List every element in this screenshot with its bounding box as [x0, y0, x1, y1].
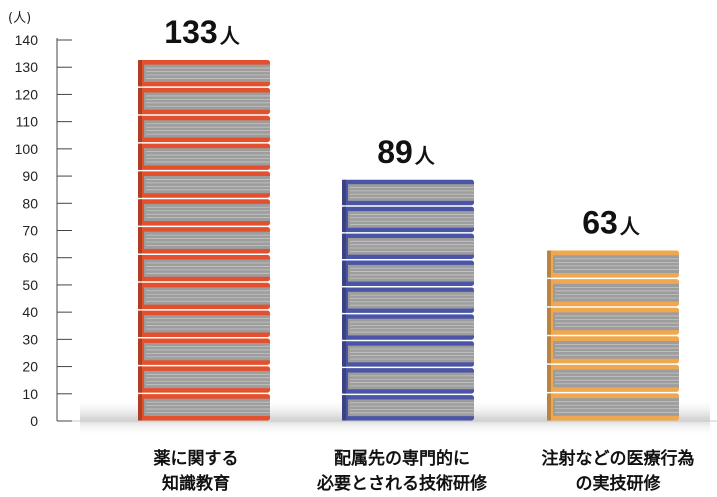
bar-book-segment	[138, 394, 270, 421]
bar-book-segment	[138, 60, 270, 87]
y-tick-label: 130	[15, 59, 39, 75]
bar-book-segment	[138, 199, 270, 226]
y-tick-label: 90	[22, 168, 38, 184]
y-unit-label: (人)	[8, 11, 31, 26]
y-tick-label: 30	[22, 331, 38, 347]
value-number: 89	[377, 134, 413, 170]
bar-book-segment	[342, 368, 474, 394]
value-number: 63	[582, 205, 618, 241]
value-label: 133 人	[164, 14, 240, 50]
y-tick-label: 40	[22, 304, 38, 320]
bar-book-segment	[547, 307, 679, 335]
y-axis: (人) 0 10 20 30 40 50 60 70 80 90 100 110 120 130 140	[8, 11, 72, 429]
y-tick-label: 140	[15, 32, 39, 48]
value-unit: 人	[620, 215, 641, 239]
y-tick-label: 60	[22, 250, 38, 266]
bar-book-segment	[547, 279, 679, 307]
bar-book-segment	[342, 206, 474, 233]
y-tick-label: 100	[15, 141, 39, 157]
bar	[138, 60, 270, 421]
bar-book-segment	[138, 143, 270, 170]
y-tick-label: 120	[15, 86, 39, 102]
bar-book-segment	[342, 395, 474, 421]
category-label: 注射などの医療行為	[542, 448, 695, 469]
bar-book-segment	[138, 282, 270, 310]
bar	[547, 250, 679, 421]
bar-book-segment	[547, 336, 679, 364]
category-label: 薬に関する	[154, 449, 239, 469]
bar-book-segment	[342, 287, 474, 313]
value-unit: 人	[220, 24, 241, 48]
bar-book-segment	[547, 393, 679, 421]
y-tick-label: 70	[22, 223, 38, 239]
bar-book-segment	[138, 115, 270, 143]
bar-book-segment	[138, 338, 270, 365]
bar-book-segment	[138, 227, 270, 254]
bars	[138, 60, 679, 421]
bar-book-segment	[138, 254, 270, 282]
bar-book-segment	[547, 250, 679, 278]
bar-book-segment	[342, 314, 474, 340]
y-tick-label: 20	[22, 359, 38, 375]
bar-book-segment	[342, 260, 474, 286]
value-label: 89 人	[377, 134, 436, 170]
category-label: の実技研修	[576, 473, 662, 494]
value-number: 133	[164, 14, 217, 50]
category-label: 必要とされる技術研修	[316, 473, 488, 494]
value-label: 63 人	[582, 205, 641, 241]
y-tick-label: 110	[16, 114, 39, 130]
y-tick-label: 50	[22, 277, 38, 293]
bar-book-segment	[138, 366, 270, 393]
category-label: 知識教育	[161, 473, 230, 494]
value-labels: 133 人89 人63 人	[164, 14, 640, 241]
bar-book-segment	[547, 364, 679, 392]
bar-book-segment	[342, 179, 474, 206]
value-unit: 人	[415, 144, 436, 168]
bar-book-segment	[138, 310, 270, 337]
bar	[342, 179, 474, 421]
bar-book-segment	[138, 171, 270, 198]
y-tick-label: 80	[22, 195, 38, 211]
y-tick-label: 0	[30, 413, 38, 429]
bar-book-segment	[342, 233, 474, 260]
y-tick-label: 10	[22, 386, 38, 402]
bar-book-segment	[138, 87, 270, 115]
category-label: 配属先の専門的に	[334, 448, 470, 469]
bar-book-segment	[342, 341, 474, 367]
